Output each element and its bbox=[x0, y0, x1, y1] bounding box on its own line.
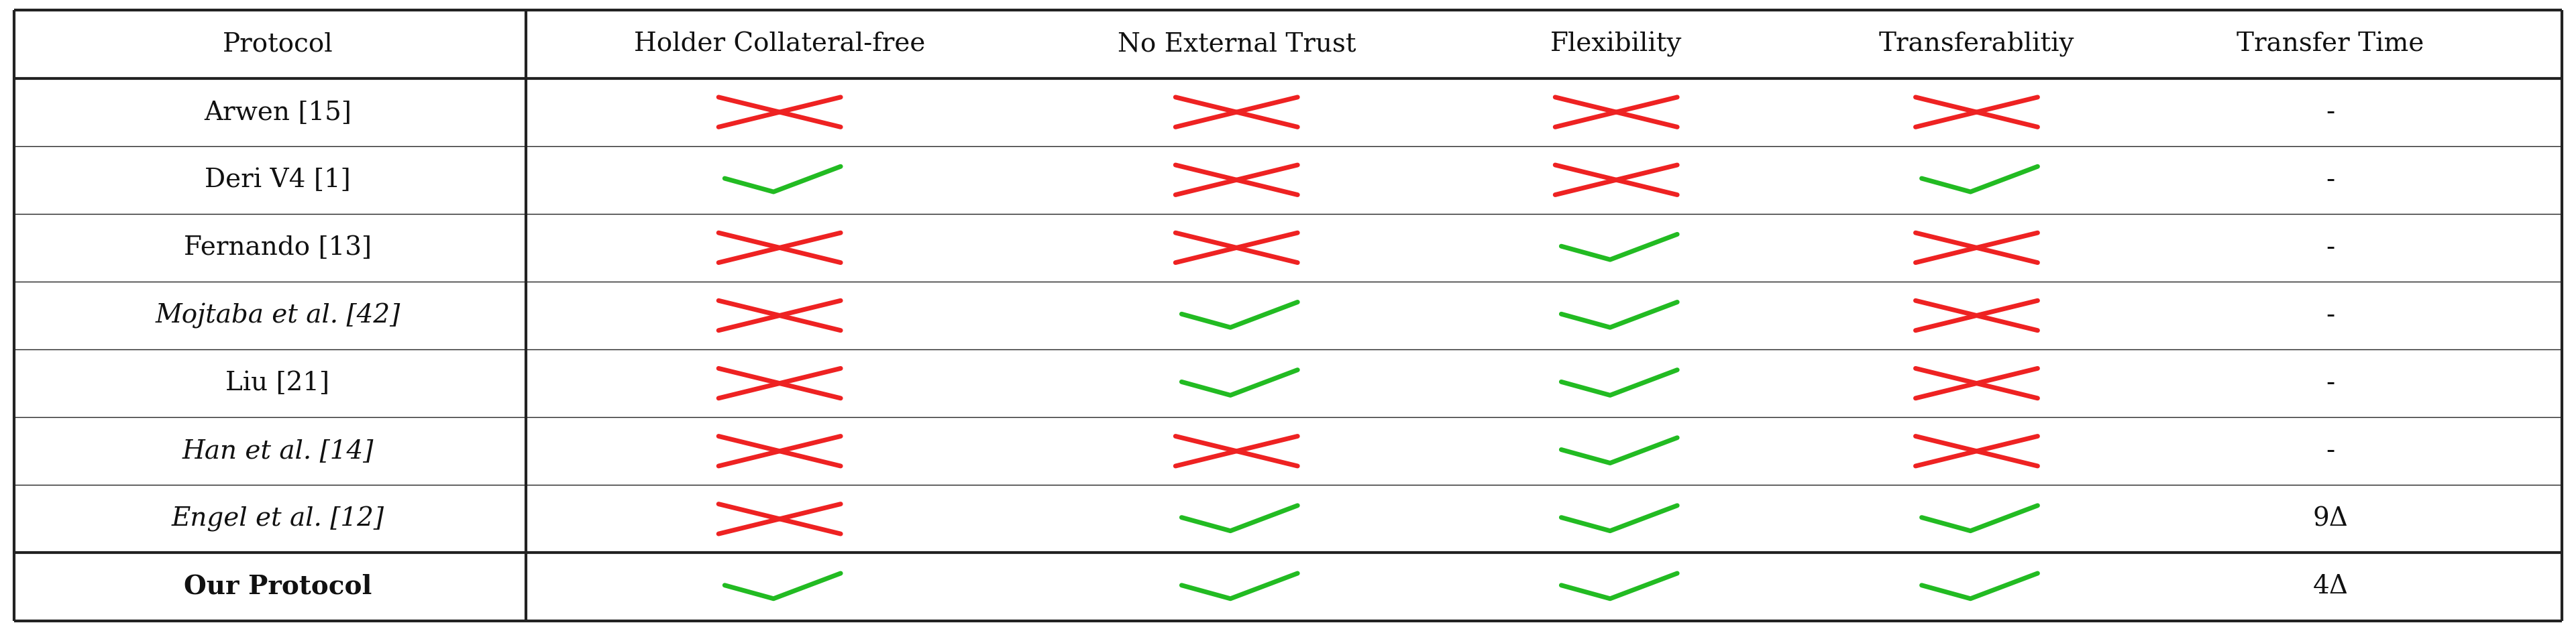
Text: -: - bbox=[2326, 100, 2334, 124]
Text: Arwen [15]: Arwen [15] bbox=[204, 100, 350, 124]
Text: Engel et al. [12]: Engel et al. [12] bbox=[173, 506, 384, 532]
Text: -: - bbox=[2326, 439, 2334, 464]
Text: -: - bbox=[2326, 303, 2334, 328]
Text: 9Δ: 9Δ bbox=[2313, 507, 2349, 531]
Text: -: - bbox=[2326, 235, 2334, 260]
Text: Mojtaba et al. [42]: Mojtaba et al. [42] bbox=[155, 303, 399, 328]
Text: Our Protocol: Our Protocol bbox=[183, 574, 371, 599]
Text: 4Δ: 4Δ bbox=[2313, 574, 2349, 599]
Text: -: - bbox=[2326, 167, 2334, 192]
Text: -: - bbox=[2326, 371, 2334, 396]
Text: Flexibility: Flexibility bbox=[1551, 32, 1682, 57]
Text: Deri V4 [1]: Deri V4 [1] bbox=[204, 167, 350, 192]
Text: Holder Collateral-free: Holder Collateral-free bbox=[634, 32, 925, 57]
Text: Han et al. [14]: Han et al. [14] bbox=[183, 439, 374, 464]
Text: Protocol: Protocol bbox=[222, 32, 332, 57]
Text: Transferablitiy: Transferablitiy bbox=[1878, 32, 2074, 57]
Text: Fernando [13]: Fernando [13] bbox=[183, 235, 371, 260]
Text: Liu [21]: Liu [21] bbox=[227, 371, 330, 396]
Text: No External Trust: No External Trust bbox=[1118, 32, 1355, 57]
Text: Transfer Time: Transfer Time bbox=[2236, 32, 2424, 57]
